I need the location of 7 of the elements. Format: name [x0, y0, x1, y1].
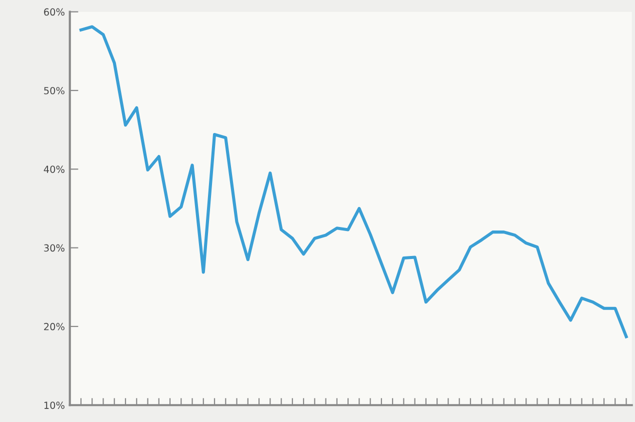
y-tick-label: 30% [44, 244, 64, 252]
y-tick-label: 10% [44, 402, 64, 409]
y-tick-label: 20% [44, 322, 64, 330]
y-tick-label: 50% [44, 86, 64, 94]
y-tick-label: 40% [44, 166, 64, 173]
y-tick-label: 60% [44, 8, 64, 16]
line-series [79, 25, 628, 338]
